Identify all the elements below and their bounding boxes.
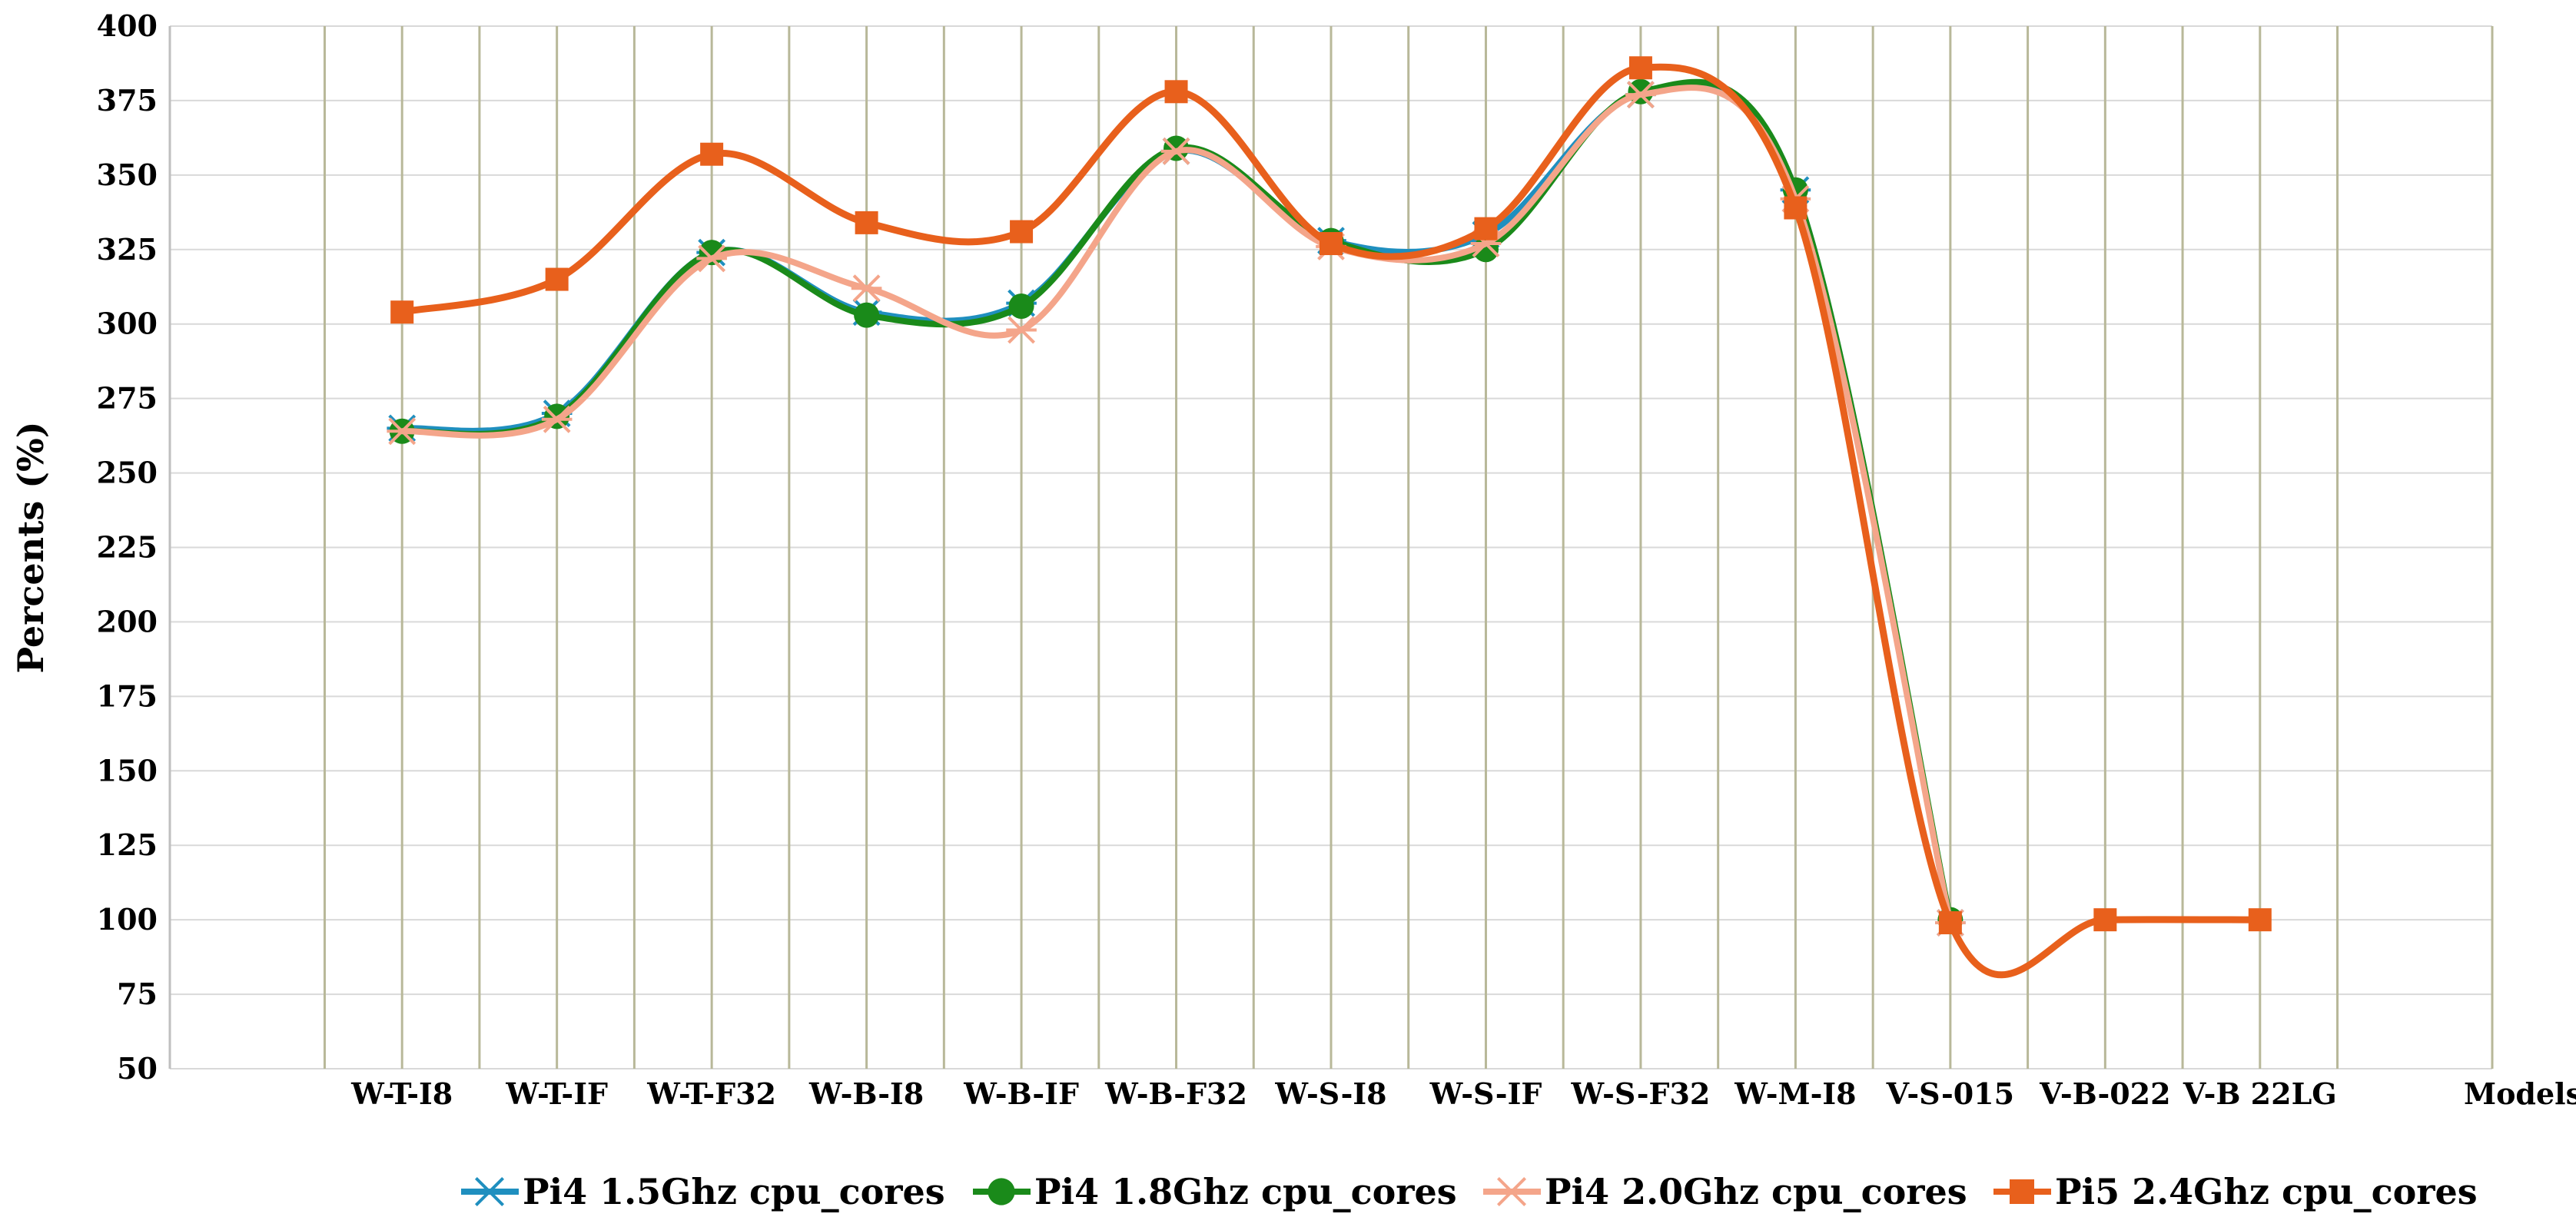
data-point [1474,217,1498,240]
x-tick-label: W-T-IF [505,1076,608,1111]
data-point [854,302,880,328]
y-axis-title: Percents (%) [10,422,51,674]
y-tick-label: 350 [97,158,158,192]
data-point [1628,56,1652,80]
y-tick-label: 225 [97,530,158,565]
x-tick-label: V-S-015 [1886,1076,2014,1111]
x-tick-label: W-T-F32 [646,1076,776,1111]
legend-swatch-marker [473,1176,506,1207]
data-point [1008,293,1034,319]
legend-label: Pi4 2.0Ghz cpu_cores [1545,1171,1967,1212]
data-point [2248,908,2272,932]
y-tick-label: 300 [97,307,158,341]
data-point [545,267,569,291]
x-tick-label: W-S-F32 [1571,1076,1711,1111]
y-tick-label: 325 [97,232,158,267]
data-point [855,211,878,234]
data-point [2093,908,2117,932]
legend-swatch-marker [2010,1179,2034,1204]
x-tick-label: W-S-I8 [1274,1076,1386,1111]
data-point [1320,232,1343,256]
legend-label: Pi4 1.8Ghz cpu_cores [1034,1171,1457,1212]
y-tick-label: 125 [97,827,158,862]
x-axis-title: Models [2464,1076,2576,1111]
legend-label: Pi4 1.5Ghz cpu_cores [523,1171,945,1212]
series-4 [390,56,2272,979]
data-point [390,300,414,324]
data-point [851,274,882,303]
data-point [700,142,724,166]
data-point [1938,911,1962,935]
x-tick-label: V-B-022 [2039,1076,2170,1111]
x-tick-label: W-M-I8 [1734,1076,1856,1111]
data-point [1006,316,1037,344]
x-tick-label: V-B 22LG [2183,1076,2337,1111]
legend: Pi4 1.5Ghz cpu_cores Pi4 1.8Ghz cpu_cores… [461,1171,2478,1212]
y-tick-label: 375 [97,83,158,118]
data-point [696,244,727,273]
y-tick-label: 400 [97,8,158,43]
label-layer: Models Percents (%) [10,422,2576,1111]
legend-swatch-marker [988,1178,1015,1205]
x-tick-label: W-B-F32 [1104,1076,1247,1111]
legend-item-2: Pi4 1.8Ghz cpu_cores [973,1171,1457,1212]
data-point [387,417,417,446]
x-tick-label: W-S-IF [1429,1076,1542,1111]
data-point [1625,81,1656,109]
y-tick-label: 100 [97,902,158,937]
x-tick-label: W-B-IF [963,1076,1079,1111]
grid-layer [168,25,2494,1069]
y-tick-label: 50 [117,1051,158,1086]
data-point [1784,196,1808,220]
legend-swatch-marker [1495,1176,1529,1207]
x-tick-label: W-B-I8 [808,1076,924,1111]
y-tick-label: 75 [117,977,158,1011]
y-tick-label: 175 [97,678,158,713]
y-tick-label: 200 [97,604,158,638]
data-point [1160,137,1192,165]
x-tick-label: W-T-I8 [350,1076,453,1111]
legend-item-1: Pi4 1.5Ghz cpu_cores [461,1171,945,1212]
legend-label: Pi5 2.4Ghz cpu_cores [2055,1171,2478,1212]
series-layer [387,56,2272,979]
legend-item-3: Pi4 2.0Ghz cpu_cores [1483,1171,1967,1212]
axis-layer: 50 75 100 125 150 175 200 225 250 275 300 325 350 375… [97,8,2337,1111]
y-tick-label: 275 [97,381,158,416]
y-tick-label: 250 [97,456,158,490]
data-point [541,405,573,433]
legend-item-4: Pi5 2.4Ghz cpu_cores [1993,1171,2478,1212]
data-point [1164,80,1188,104]
y-tick-label: 150 [97,753,158,788]
data-point [1010,220,1034,244]
